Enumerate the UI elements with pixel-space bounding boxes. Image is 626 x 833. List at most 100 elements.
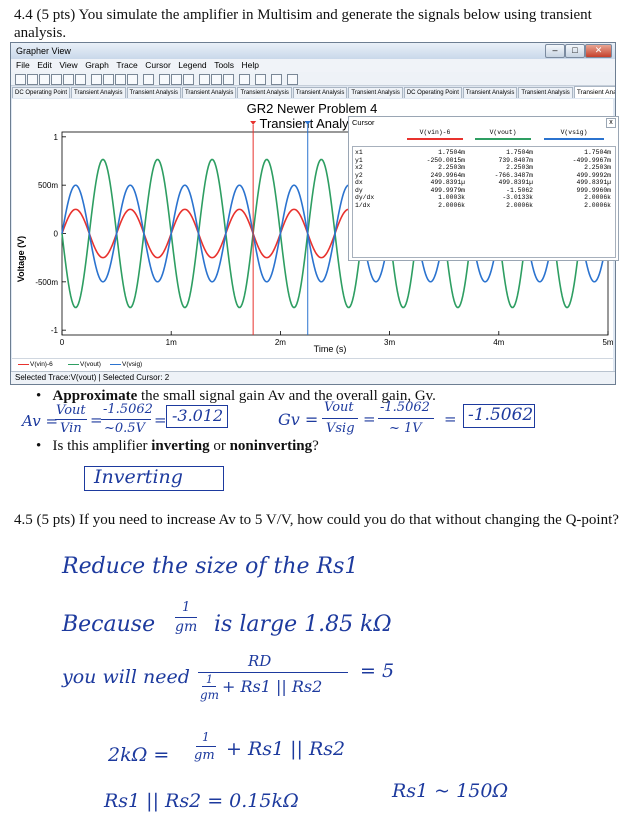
hw-line1: Reduce the size of the Rs1 bbox=[62, 554, 359, 579]
zoom-out-icon[interactable] bbox=[171, 74, 182, 85]
menu-edit[interactable]: Edit bbox=[37, 60, 52, 70]
zoom-fit-icon[interactable] bbox=[183, 74, 194, 85]
zoom-in-icon[interactable] bbox=[159, 74, 170, 85]
hw-gv-lhs: Gv = bbox=[278, 410, 319, 429]
status-bar: Selected Trace:V(vout) | Selected Cursor… bbox=[11, 371, 615, 384]
y-tick-label: -1 bbox=[51, 326, 59, 335]
legend-item-vin[interactable]: V(vin)-6 bbox=[18, 361, 53, 368]
hw-line3-eq: = 5 bbox=[360, 660, 395, 682]
hw-gv-frac2-num: -1.5062 bbox=[380, 400, 430, 415]
cursor-table: x1 1.7504m 1.7504m 1.7504m y1 -250.0015m… bbox=[352, 146, 616, 258]
hw-gv-frac2-den: ~ 1V bbox=[389, 421, 422, 436]
close-icon[interactable]: ✕ bbox=[585, 44, 612, 58]
minimize-icon[interactable]: – bbox=[545, 44, 565, 58]
cursor-cell: 2.2503m bbox=[438, 164, 465, 171]
legend-item-vout[interactable]: V(vout) bbox=[68, 361, 101, 368]
hw-av-frac2-num: -1.5062 bbox=[103, 402, 153, 417]
cursor-header-vsig: V(vsig) bbox=[560, 129, 588, 136]
menu-view[interactable]: View bbox=[59, 60, 78, 70]
legend-item-vsig[interactable]: V(vsig) bbox=[110, 361, 142, 368]
menu-cursor[interactable]: Cursor bbox=[145, 60, 171, 70]
menu-help[interactable]: Help bbox=[241, 60, 260, 70]
hw-one: 1 bbox=[182, 600, 191, 615]
text-icon[interactable] bbox=[239, 74, 250, 85]
cursor-header-vin-color bbox=[407, 138, 463, 140]
cursor-cell: 499.9979m bbox=[430, 186, 465, 194]
grapher-window: Grapher View – □ ✕ File Edit View Graph … bbox=[10, 42, 619, 385]
postprocess-icon[interactable] bbox=[271, 74, 282, 85]
hw-gv-eq1: = bbox=[363, 410, 376, 428]
chart-title: GR2 Newer Problem 4 bbox=[247, 101, 378, 116]
copy-icon[interactable] bbox=[63, 74, 74, 85]
tab-dc-operating-point[interactable]: DC Operating Point bbox=[403, 87, 462, 98]
cursor-row-label: dy/dx bbox=[355, 194, 375, 201]
hw-line5-parallel: Rs1 || Rs2 = 0.15kΩ bbox=[104, 790, 299, 812]
properties-icon[interactable] bbox=[199, 74, 210, 85]
x-tick-label: 5m bbox=[602, 338, 613, 347]
hw-av-eq1: = bbox=[90, 411, 103, 429]
grid-icon[interactable] bbox=[91, 74, 102, 85]
graph-icon[interactable] bbox=[127, 74, 138, 85]
cursor-cell: 999.9960m bbox=[576, 186, 611, 194]
legend-icon[interactable] bbox=[103, 74, 114, 85]
menu-file[interactable]: File bbox=[16, 60, 30, 70]
bullet-text: ? bbox=[312, 438, 319, 454]
hw-line4-lhs: 2kΩ = bbox=[108, 744, 170, 766]
cursor-cell: 2.0006k bbox=[584, 194, 611, 201]
paste-icon[interactable] bbox=[75, 74, 86, 85]
cursor-row-label: y2 bbox=[355, 171, 363, 179]
grapher-titlebar: Grapher View – □ ✕ bbox=[11, 43, 615, 59]
cursor-row-label: 1/dx bbox=[355, 201, 371, 209]
menu-trace[interactable]: Trace bbox=[116, 60, 138, 70]
x-tick-label: 0 bbox=[60, 338, 65, 347]
menu-legend[interactable]: Legend bbox=[178, 60, 207, 70]
cursor-cell: -499.9967m bbox=[572, 156, 611, 164]
cursor-cell: 499.8391µ bbox=[430, 179, 465, 186]
print-icon[interactable] bbox=[143, 74, 154, 85]
cursor-cell: 249.9964m bbox=[430, 171, 465, 179]
tab-transient-analysis[interactable]: Transient Analysis bbox=[292, 87, 348, 98]
tab-transient-analysis[interactable]: Transient Analysis bbox=[71, 87, 126, 98]
hw-one: 1 bbox=[202, 730, 210, 744]
tab-transient-analysis[interactable]: Transient Analysis bbox=[126, 87, 181, 98]
menu-tools[interactable]: Tools bbox=[214, 60, 235, 70]
hw-inverting: Inverting bbox=[94, 466, 183, 488]
hw-inverting-box bbox=[84, 466, 224, 491]
cursor-row-label: x1 bbox=[355, 149, 363, 156]
save-icon[interactable] bbox=[39, 74, 50, 85]
open-icon[interactable] bbox=[27, 74, 38, 85]
cursor-cell: -250.0015m bbox=[426, 156, 465, 164]
cursor-row-label: y1 bbox=[355, 156, 363, 164]
transient-chart[interactable]: GR2 Newer Problem 4 Transient Analysis V… bbox=[12, 99, 614, 358]
cursor-panel-close-icon[interactable]: x bbox=[606, 118, 616, 128]
question-4-4-line1: 4.4 (5 pts) You simulate the amplifier i… bbox=[14, 7, 592, 23]
cursor-icon[interactable] bbox=[115, 74, 126, 85]
new-icon[interactable] bbox=[15, 74, 26, 85]
cut-icon[interactable] bbox=[51, 74, 62, 85]
cursor-panel: Cursor x V(vin)-6 V(vout) V(vsig) x1 1.7… bbox=[348, 116, 619, 261]
tab-transient-analysis[interactable]: Transient Analysis bbox=[237, 87, 292, 98]
x-axis-label: Time (s) bbox=[314, 344, 347, 354]
cursor-cell: 2.2503m bbox=[584, 164, 611, 171]
maximize-icon[interactable]: □ bbox=[565, 44, 585, 58]
tab-transient-analysis[interactable]: Transient Analysis bbox=[348, 87, 403, 98]
cursor-cell: 499.9992m bbox=[576, 171, 611, 179]
tab-transient-analysis-active[interactable]: Transient Analysis bbox=[573, 86, 615, 98]
y-tick-label: 0 bbox=[54, 230, 59, 239]
analysis-icon[interactable] bbox=[287, 74, 298, 85]
overlay-icon[interactable] bbox=[223, 74, 234, 85]
tab-dc-operating-point[interactable]: DC Operating Point bbox=[12, 87, 71, 98]
cursor-cell: 2.2503m bbox=[506, 164, 533, 171]
tab-transient-analysis[interactable]: Transient Analysis bbox=[518, 87, 573, 98]
tab-transient-analysis[interactable]: Transient Analysis bbox=[181, 87, 237, 98]
export-icon[interactable] bbox=[211, 74, 222, 85]
cursor-cell: 1.7504m bbox=[438, 149, 465, 156]
toolbar bbox=[11, 72, 615, 86]
y-tick-label: 1 bbox=[54, 133, 59, 142]
tab-transient-analysis[interactable]: Transient Analysis bbox=[462, 87, 518, 98]
cursor-cell: 2.0006k bbox=[506, 201, 533, 209]
menu-graph[interactable]: Graph bbox=[85, 60, 109, 70]
hw-gv-frac1-den: Vsig bbox=[326, 421, 355, 436]
hw-gv-result-box bbox=[463, 404, 535, 428]
reverse-icon[interactable] bbox=[255, 74, 266, 85]
